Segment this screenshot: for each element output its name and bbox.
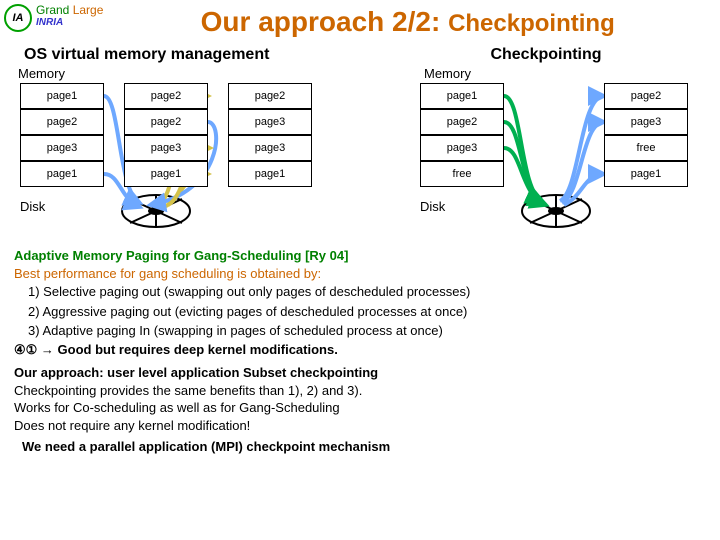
memory-cell: page2: [124, 109, 208, 135]
logo-circle: IA: [4, 4, 32, 32]
body-text: Adaptive Memory Paging for Gang-Scheduli…: [0, 243, 720, 460]
title-main: Our approach 2/2:: [201, 6, 448, 37]
point-item: 3) Adaptive paging In (swapping in pages…: [28, 321, 706, 341]
memory-cell: page2: [228, 83, 312, 109]
circled-icons: ④①: [14, 342, 37, 357]
disk-label-right: Disk: [420, 199, 445, 214]
approach-line-2: Works for Co-scheduling as well as for G…: [14, 399, 706, 417]
disk-label-left: Disk: [20, 199, 45, 214]
memory-cell: page2: [124, 83, 208, 109]
header: IA Grand Large INRIA Our approach 2/2: C…: [0, 0, 720, 40]
right-memory-grid: page1page2page2page3page3freefreepage1: [420, 83, 688, 187]
memory-cell: page1: [20, 161, 104, 187]
memory-cell: page3: [124, 135, 208, 161]
slide-title: Our approach 2/2: Checkpointing: [103, 4, 712, 38]
logo: IA Grand Large INRIA: [4, 4, 103, 32]
memory-cell: page1: [604, 161, 688, 187]
section-titles: OS virtual memory management Checkpointi…: [0, 40, 720, 66]
left-memory-grid: page1page2page2page2page2page3page3page3…: [20, 83, 312, 187]
approach-line-3: Does not require any kernel modification…: [14, 417, 706, 435]
memory-cell: page2: [420, 109, 504, 135]
memory-cell: page3: [604, 109, 688, 135]
ref-title: Adaptive Memory Paging for Gang-Scheduli…: [14, 247, 706, 265]
memory-cell: page1: [228, 161, 312, 187]
diagram-area: page1page2page2page2page2page3page3page3…: [0, 83, 720, 243]
disk-icon-right: [520, 189, 592, 229]
approach-heading: Our approach: user level application Sub…: [14, 364, 706, 382]
memory-cell: page2: [20, 109, 104, 135]
logo-word-grand: Grand: [36, 3, 69, 17]
need-line: We need a parallel application (MPI) che…: [14, 434, 706, 456]
memory-cell: free: [420, 161, 504, 187]
memory-cell: page1: [20, 83, 104, 109]
arrow-icon: →: [37, 342, 57, 357]
logo-word-large: Large: [69, 3, 103, 17]
perf-line: Best performance for gang scheduling is …: [14, 265, 706, 283]
logo-text: Grand Large INRIA: [36, 4, 103, 28]
memory-cell: page2: [604, 83, 688, 109]
approach-line-1: Checkpointing provides the same benefits…: [14, 382, 706, 400]
memory-cell: page3: [20, 135, 104, 161]
points-list: 1) Selective paging out (swapping out on…: [14, 282, 706, 341]
logo-org: INRIA: [36, 17, 103, 28]
memory-labels: Memory Memory: [0, 66, 720, 83]
memory-cell: page3: [420, 135, 504, 161]
memory-cell: page1: [124, 161, 208, 187]
point-item: 1) Selective paging out (swapping out on…: [28, 282, 706, 302]
memory-cell: free: [604, 135, 688, 161]
title-sub: Checkpointing: [448, 10, 615, 37]
conclusion-line: ④① → Good but requires deep kernel modif…: [14, 341, 706, 359]
disk-icon-left: [120, 189, 192, 229]
conclusion-text: Good but requires deep kernel modificati…: [58, 342, 338, 357]
left-section-title: OS virtual memory management: [24, 46, 384, 64]
memory-cell: page3: [228, 109, 312, 135]
right-section-title: Checkpointing: [384, 46, 708, 64]
memory-cell: page3: [228, 135, 312, 161]
memory-label-right: Memory: [382, 66, 708, 81]
memory-label-left: Memory: [12, 66, 382, 81]
memory-cell: page1: [420, 83, 504, 109]
point-item: 2) Aggressive paging out (evicting pages…: [28, 302, 706, 322]
